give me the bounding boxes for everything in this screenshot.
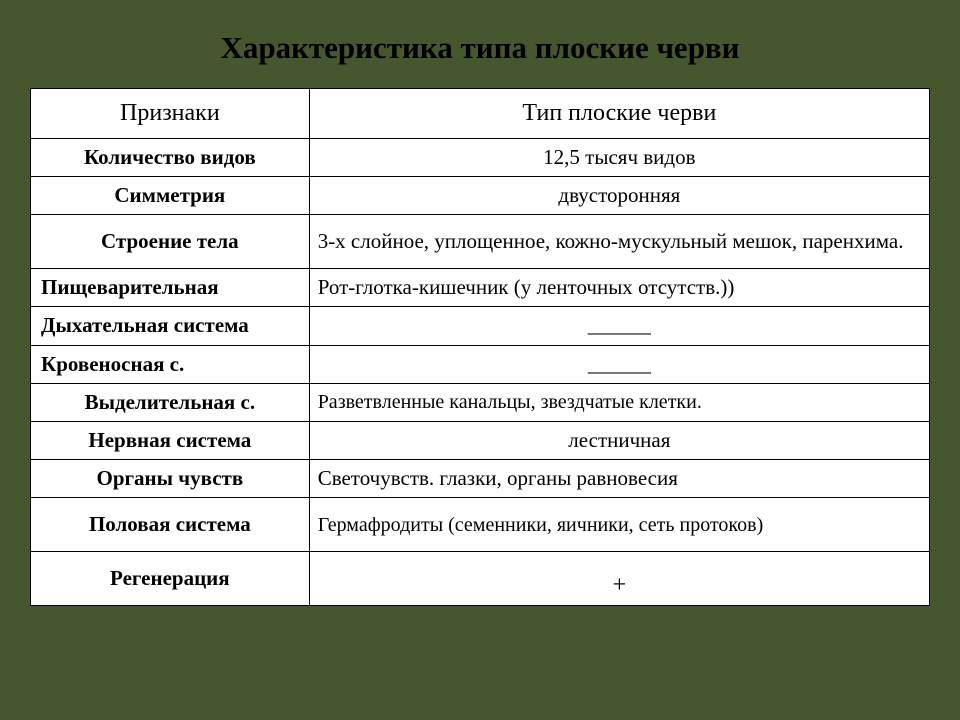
feature-label: Кровеносная с.	[31, 345, 310, 383]
feature-label: Выделительная с.	[31, 383, 310, 421]
feature-label: Нервная система	[31, 421, 310, 459]
feature-value: двусторонняя	[309, 176, 929, 214]
feature-value: ______	[309, 307, 929, 345]
table-row: Регенерация +	[31, 552, 930, 606]
feature-label: Половая система	[31, 498, 310, 552]
feature-value: 3-х слойное, уплощенное, кожно-мускульны…	[309, 215, 929, 269]
feature-value: +	[309, 552, 929, 606]
feature-label: Регенерация	[31, 552, 310, 606]
table-row: Пищеварительная Рот-глотка-кишечник (у л…	[31, 269, 930, 307]
feature-value: ______	[309, 345, 929, 383]
table-row: Нервная система лестничная	[31, 421, 930, 459]
feature-value: Гермафродиты (семенники, яичники, сеть п…	[309, 498, 929, 552]
table-row: Количество видов 12,5 тысяч видов	[31, 138, 930, 176]
feature-label: Строение тела	[31, 215, 310, 269]
feature-label: Пищеварительная	[31, 269, 310, 307]
feature-label: Дыхательная система	[31, 307, 310, 345]
table-row: Кровеносная с. ______	[31, 345, 930, 383]
table-row: Половая система Гермафродиты (семенники,…	[31, 498, 930, 552]
feature-value: Светочувств. глазки, органы равновесия	[309, 460, 929, 498]
table-row: Симметрия двусторонняя	[31, 176, 930, 214]
slide-title: Характеристика типа плоские черви	[30, 30, 930, 88]
table-row: Органы чувств Светочувств. глазки, орган…	[31, 460, 930, 498]
feature-value: Разветвленные канальцы, звездчатые клетк…	[309, 383, 929, 421]
feature-value: лестничная	[309, 421, 929, 459]
feature-label: Органы чувств	[31, 460, 310, 498]
table-row: Строение тела 3-х слойное, уплощенное, к…	[31, 215, 930, 269]
feature-value: 12,5 тысяч видов	[309, 138, 929, 176]
feature-label: Количество видов	[31, 138, 310, 176]
characteristics-table: Признаки Тип плоские черви Количество ви…	[30, 88, 930, 606]
table-header-row: Признаки Тип плоские черви	[31, 89, 930, 139]
feature-value: Рот-глотка-кишечник (у ленточных отсутст…	[309, 269, 929, 307]
col-header-features: Признаки	[31, 89, 310, 139]
feature-label: Симметрия	[31, 176, 310, 214]
table-row: Дыхательная система ______	[31, 307, 930, 345]
slide: Характеристика типа плоские черви Призна…	[0, 0, 960, 720]
col-header-type: Тип плоские черви	[309, 89, 929, 139]
table-row: Выделительная с. Разветвленные канальцы,…	[31, 383, 930, 421]
